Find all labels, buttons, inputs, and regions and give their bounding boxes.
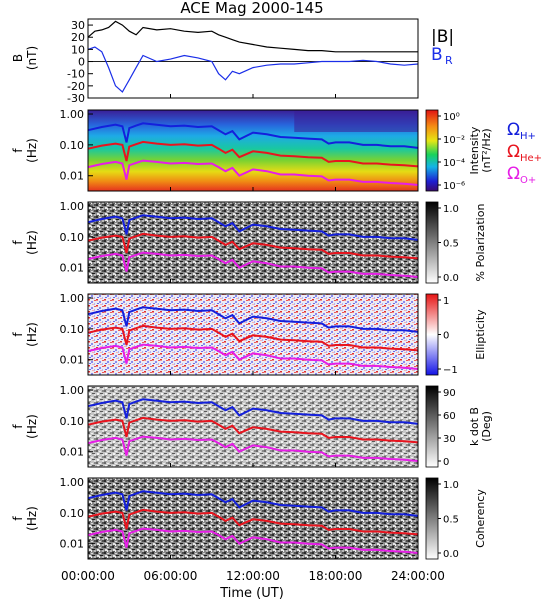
legend-gyro-subscript: H+ <box>520 131 536 142</box>
y-tick-label: 1.00 <box>60 200 85 213</box>
intensity-low-band <box>294 110 418 132</box>
x-tick-label: 12:00:00 <box>226 569 280 583</box>
colorbar-tick-label: 1.0 <box>443 480 459 491</box>
y-tick-label: 10 <box>71 43 85 56</box>
legend-gyro-symbol: Ω <box>507 164 520 184</box>
legend-gyro-subscript: He+ <box>520 153 542 164</box>
y-tick-label: 1.00 <box>60 476 85 489</box>
y-tick-label: 0.01 <box>60 262 85 275</box>
colorbar-tick-label: 0.0 <box>443 273 459 284</box>
colorbar <box>425 201 439 284</box>
y-tick-label: -30 <box>67 92 85 105</box>
gyro-h-line <box>87 214 419 241</box>
colorbar-tick-label: 1.0 <box>443 204 459 215</box>
gyro-o-line <box>87 343 419 370</box>
colorbar <box>425 385 439 468</box>
y-tick-label: 0.01 <box>60 354 85 367</box>
colorbar-tick-label: 10⁻² <box>443 135 465 146</box>
y-tick-label: 0.10 <box>60 415 85 428</box>
y-tick-label: 1.00 <box>60 108 85 121</box>
y-tick-label: 0.10 <box>60 323 85 336</box>
y-axis-label-f: f(Hz) <box>11 138 39 163</box>
x-tick-label: 24:00:00 <box>391 569 445 583</box>
gyro-h-line <box>87 490 419 517</box>
y-tick-label: 0 <box>78 56 85 69</box>
colorbar-label: % Polarization <box>474 204 487 282</box>
y-tick-label: 0.01 <box>60 170 85 183</box>
colorbar-tick-label: 1 <box>443 296 449 307</box>
colorbar-tick-label: 90 <box>443 388 456 399</box>
colorbar-tick-label: 60 <box>443 411 456 422</box>
colorbar-label: Ellipticity <box>474 309 487 360</box>
y-tick-label: 0.10 <box>60 139 85 152</box>
y-tick-label: 0.10 <box>60 231 85 244</box>
gyro-h-line <box>87 398 419 425</box>
gyro-o-line <box>87 435 419 462</box>
x-axis-label: Time (UT) <box>219 586 284 600</box>
figure-title: ACE Mag 2000-145 <box>180 0 323 17</box>
y-axis-label-f: f(Hz) <box>11 414 39 439</box>
gyro-h-line <box>87 306 419 333</box>
colorbar-label: Coherency <box>474 489 487 548</box>
colorbar <box>425 293 439 376</box>
y-axis-label-f: f(Hz) <box>11 322 39 347</box>
x-tick-label: 00:00:00 <box>61 569 115 583</box>
colorbar-tick-label: 0 <box>443 331 449 342</box>
gyro-h-line <box>87 122 419 149</box>
y-tick-label: 20 <box>71 31 85 44</box>
x-tick-label: 18:00:00 <box>309 569 363 583</box>
colorbar-tick-label: 30 <box>443 434 456 445</box>
legend-gyro-symbol: Ω <box>507 120 520 140</box>
legend-br: B <box>431 45 443 65</box>
gyro-he-line <box>87 508 419 536</box>
y-tick-label: 1.00 <box>60 384 85 397</box>
colorbar-tick-label: 0.0 <box>443 549 459 560</box>
legend-gyro-subscript: O+ <box>520 175 536 186</box>
y-tick-label: 0.01 <box>60 446 85 459</box>
colorbar-label: k dot B(Deg) <box>468 407 493 446</box>
gyro-he-line <box>87 140 419 168</box>
colorbar <box>425 477 439 560</box>
colorbar-tick-label: 10⁻⁶ <box>443 181 465 192</box>
gyro-he-line <box>87 232 419 260</box>
colorbar-tick-label: 10⁰ <box>443 112 460 123</box>
series-line-btot <box>87 20 418 53</box>
gyro-he-line <box>87 416 419 444</box>
legend-br-subscript: R <box>445 54 453 67</box>
y-tick-label: 0.10 <box>60 507 85 520</box>
b-field-plot-area <box>88 19 418 98</box>
y-axis-label-b: B(nT) <box>11 46 39 70</box>
colorbar-tick-label: 10⁻⁴ <box>443 158 465 169</box>
x-tick-label: 06:00:00 <box>144 569 198 583</box>
colorbar-tick-label: 0.5 <box>443 239 459 250</box>
y-tick-label: -10 <box>67 68 85 81</box>
colorbar <box>425 109 439 192</box>
gyro-o-line <box>87 159 419 186</box>
y-axis-label-f: f(Hz) <box>11 506 39 531</box>
y-tick-label: 30 <box>71 19 85 32</box>
colorbar-tick-label: 0.5 <box>443 515 459 526</box>
colorbar-tick-label: −1 <box>443 365 458 376</box>
legend-gyro-symbol: Ω <box>507 142 520 162</box>
y-axis-label-f: f(Hz) <box>11 230 39 255</box>
gyro-he-line <box>87 324 419 352</box>
y-tick-label: 0.01 <box>60 538 85 551</box>
legend-btot: |B| <box>431 27 454 47</box>
y-tick-label: 1.00 <box>60 292 85 305</box>
gyro-o-line <box>87 527 419 554</box>
y-tick-label: -20 <box>67 80 85 93</box>
gyro-o-line <box>87 251 419 278</box>
series-line-br <box>87 46 419 93</box>
colorbar-label: Intensity(nT²/Hz) <box>468 126 493 174</box>
colorbar-tick-label: 0 <box>443 457 449 468</box>
